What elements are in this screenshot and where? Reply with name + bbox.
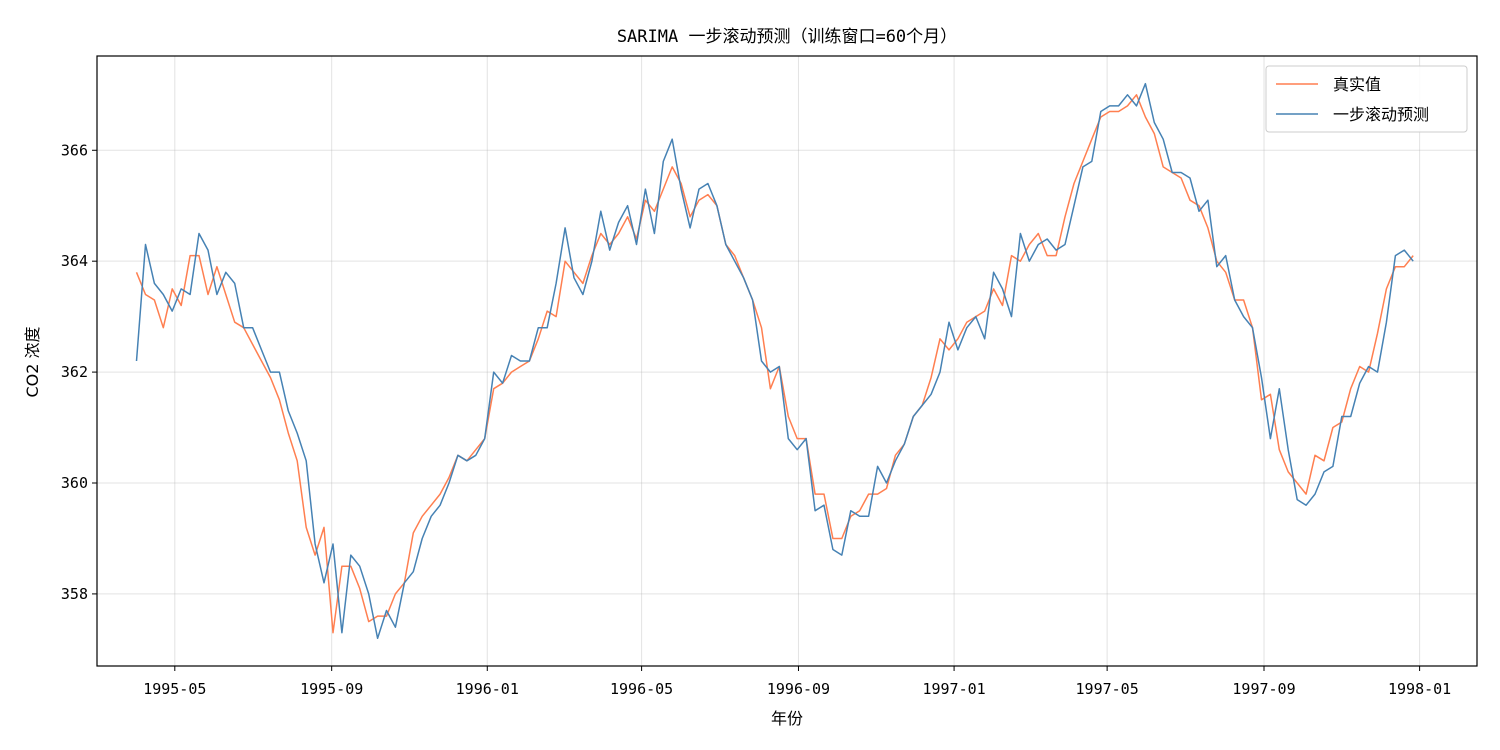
legend-box [1265,65,1468,133]
y-axis-label: CO2 浓度 [23,326,42,397]
legend: 真实值 一步滚动预测 [1265,65,1468,133]
x-axis-ticks: 1995-05 1995-09 1996-01 1996-05 1996-09 1997-… [143,666,1451,698]
x-tick-label: 1996-09 [767,680,830,698]
series-line-forecast [135,82,1414,640]
chart-title: SARIMA 一步滚动预测（训练窗口=60个月） [617,27,957,47]
plot-frame [96,55,1478,667]
x-tick-label: 1995-05 [143,680,206,698]
legend-label-forecast: 一步滚动预测 [1333,105,1429,124]
x-tick-label: 1997-05 [1076,680,1139,698]
y-tick-label: 360 [61,474,88,492]
y-tick-label: 362 [61,363,88,381]
y-tick-label: 364 [61,252,88,270]
x-tick-label: 1996-05 [610,680,673,698]
y-tick-label: 358 [61,585,88,603]
x-tick-label: 1996-01 [456,680,519,698]
plot-background [97,56,1477,666]
series-lines [135,82,1414,640]
x-tick-label: 1995-09 [300,680,363,698]
y-tick-label: 366 [61,141,88,159]
grid [97,56,1477,666]
y-axis-ticks: 358 360 362 364 366 [61,141,97,603]
x-tick-label: 1998-01 [1388,680,1451,698]
x-tick-label: 1997-09 [1232,680,1295,698]
legend-label-actual: 真实值 [1333,75,1381,94]
x-axis-label: 年份 [771,709,803,728]
x-tick-label: 1997-01 [922,680,985,698]
